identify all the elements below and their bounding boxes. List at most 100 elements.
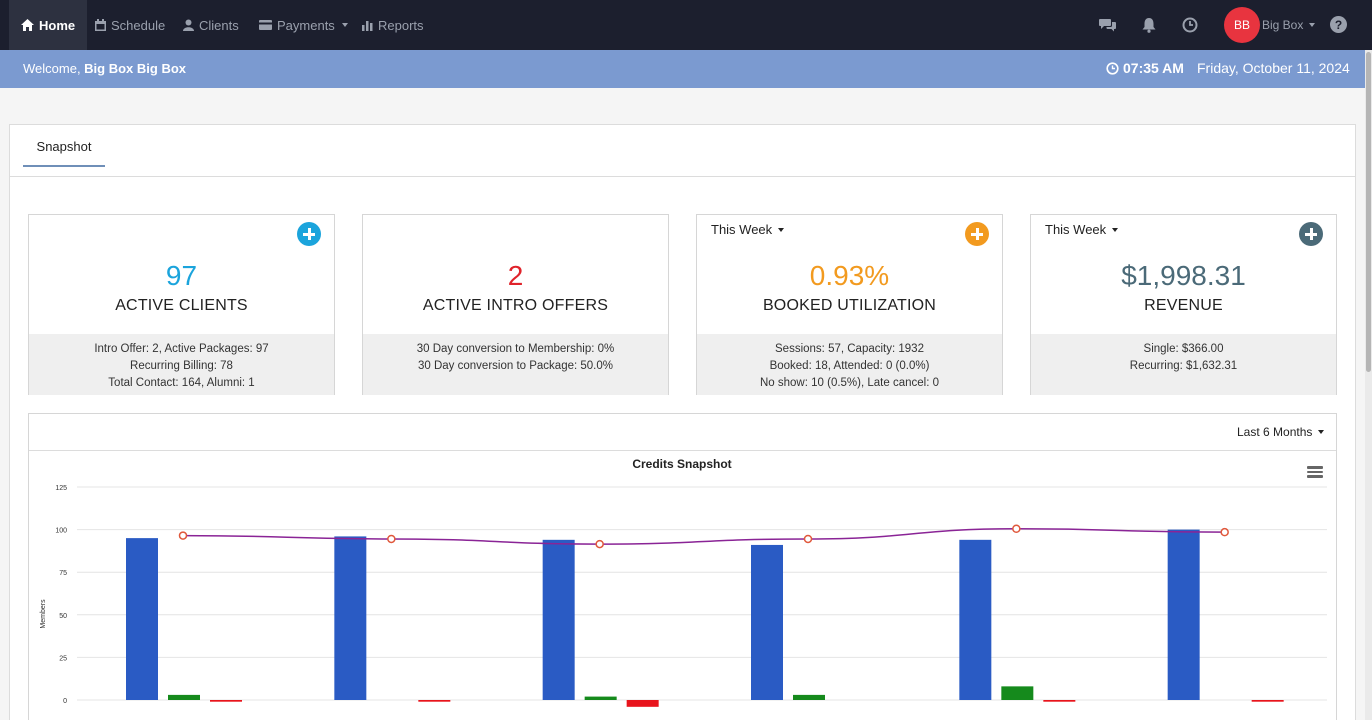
welcome-user-name: Big Box Big Box — [84, 61, 187, 76]
bell-icon[interactable] — [1140, 16, 1158, 34]
welcome-bar: Welcome, Big Box Big Box 07:35 AM Friday… — [0, 50, 1372, 88]
help-icon[interactable]: ? — [1330, 16, 1347, 33]
revenue-details: Single: $366.00 Recurring: $1,632.31 — [1031, 334, 1336, 395]
revenue-value: $1,998.31 — [1121, 260, 1246, 291]
card-detail-line: Recurring Billing: 78 — [130, 360, 233, 372]
credit-card-icon — [259, 20, 272, 30]
history-clock-icon[interactable] — [1181, 16, 1199, 34]
booked-utilization-card: This Week 0.93% BOOKED UTILIZATION Sessi… — [696, 214, 1003, 395]
current-date: Friday, October 11, 2024 — [1197, 60, 1350, 76]
nav-clients[interactable]: Clients — [183, 0, 239, 50]
intro-offers-value: 2 — [507, 260, 524, 291]
current-time: 07:35 AM — [1106, 60, 1184, 76]
line-point — [595, 539, 604, 549]
y-tick-label: 25 — [59, 655, 67, 662]
revenue-period-select[interactable]: This Week — [1045, 222, 1119, 237]
chart-toolbar — [29, 414, 1336, 451]
chart-bar — [210, 700, 242, 702]
chart-bar — [751, 544, 783, 700]
period-label: This Week — [1045, 222, 1107, 237]
credits-snapshot-chart: Credits Snapshot Members 0 25 50 75 100 125 — [40, 457, 1327, 707]
nav-reports[interactable]: Reports — [362, 0, 424, 50]
line-point — [387, 534, 396, 544]
welcome-prefix: Welcome, — [23, 61, 85, 76]
y-tick-label: 125 — [55, 485, 67, 492]
credits-chart-panel — [28, 413, 1337, 720]
scrollbar-thumb[interactable] — [1366, 52, 1371, 372]
chart-menu-icon[interactable] — [1307, 466, 1323, 478]
chart-bar — [584, 696, 617, 700]
tab-snapshot[interactable]: Snapshot — [23, 128, 105, 167]
y-tick-label: 50 — [59, 613, 67, 620]
line-point — [1220, 527, 1229, 537]
chart-bar — [793, 694, 825, 700]
user-name-label: Big Box — [1262, 18, 1304, 32]
nav-schedule[interactable]: Schedule — [95, 0, 165, 50]
y-tick-label: 75 — [59, 570, 67, 577]
utilization-value: 0.93% — [809, 260, 890, 291]
line-point — [803, 534, 813, 544]
nav-clients-label: Clients — [199, 17, 239, 33]
chat-icon[interactable] — [1099, 16, 1117, 34]
add-booking-button[interactable] — [965, 222, 989, 246]
card-detail-line: Booked: 18, Attended: 0 (0.0%) — [769, 360, 930, 372]
revenue-label: REVENUE — [1144, 297, 1223, 314]
utilization-details: Sessions: 57, Capacity: 1932 Booked: 18,… — [697, 334, 1002, 395]
nav-home[interactable]: Home — [9, 0, 88, 50]
chart-range-label: Last 6 Months — [1237, 425, 1313, 439]
chart-bar — [334, 536, 367, 700]
active-clients-card: 97 ACTIVE CLIENTS Intro Offer: 2, Active… — [28, 214, 335, 395]
help-icon-glyph: ? — [1334, 17, 1343, 32]
card-detail-line: No show: 10 (0.5%), Late cancel: 0 — [760, 377, 939, 389]
intro-offers-details: 30 Day conversion to Membership: 0% 30 D… — [363, 334, 668, 395]
chart-bar — [168, 694, 200, 700]
chart-bar — [1251, 700, 1284, 702]
intro-offers-label: ACTIVE INTRO OFFERS — [422, 297, 609, 314]
card-detail-line: 30 Day conversion to Membership: 0% — [416, 343, 615, 355]
utilization-label: BOOKED UTILIZATION — [762, 297, 937, 314]
add-sale-button[interactable] — [1299, 222, 1323, 246]
avatar[interactable]: BB — [1224, 7, 1260, 43]
card-detail-line: Total Contact: 164, Alumni: 1 — [108, 377, 255, 389]
user-menu[interactable]: Big Box — [1262, 0, 1316, 50]
chart-bar — [418, 700, 451, 702]
revenue-card: This Week $1,998.31 REVENUE Single: $366… — [1030, 214, 1337, 395]
chart-bar — [1043, 700, 1076, 702]
intro-offers-card: 2 ACTIVE INTRO OFFERS 30 Day conversion … — [362, 214, 669, 395]
chevron-down-icon — [1112, 227, 1119, 232]
bar-chart-icon — [362, 20, 373, 31]
add-client-button[interactable] — [297, 222, 321, 246]
chart-title: Credits Snapshot — [632, 457, 731, 471]
avatar-initials: BB — [1233, 18, 1250, 32]
chart-bar — [1167, 529, 1200, 700]
chart-bar — [126, 538, 158, 700]
card-detail-line: Single: $366.00 — [1143, 343, 1224, 355]
chevron-down-icon — [1318, 430, 1325, 434]
nav-payments-label: Payments — [277, 17, 335, 33]
nav-schedule-label: Schedule — [111, 17, 166, 33]
clock-icon — [1106, 61, 1119, 75]
chevron-down-icon — [341, 23, 348, 27]
active-clients-label: ACTIVE CLIENTS — [115, 297, 248, 314]
chart-bar — [542, 539, 575, 700]
nav-reports-label: Reports — [378, 17, 424, 33]
nav-payments[interactable]: Payments — [259, 0, 348, 50]
card-detail-line: Sessions: 57, Capacity: 1932 — [775, 343, 924, 355]
page-scrollbar[interactable] — [1365, 50, 1372, 720]
y-tick-label: 100 — [55, 528, 67, 535]
period-label: This Week — [711, 222, 773, 237]
chart-bar — [626, 700, 659, 707]
card-detail-line: Recurring: $1,632.31 — [1129, 360, 1238, 372]
top-navbar: Home Schedule Clients Payments Reports B… — [0, 0, 1372, 50]
y-tick-label: 0 — [63, 698, 67, 705]
tab-divider — [10, 176, 1355, 177]
series-line — [182, 527, 1225, 545]
chart-bar — [959, 539, 992, 700]
chevron-down-icon — [1309, 23, 1316, 27]
chart-bar — [1001, 686, 1034, 700]
utilization-period-select[interactable]: This Week — [711, 222, 785, 237]
active-clients-details: Intro Offer: 2, Active Packages: 97 Recu… — [29, 334, 334, 395]
chevron-down-icon — [778, 227, 785, 232]
user-icon — [183, 19, 194, 31]
chart-range-select[interactable]: Last 6 Months — [1237, 425, 1325, 439]
